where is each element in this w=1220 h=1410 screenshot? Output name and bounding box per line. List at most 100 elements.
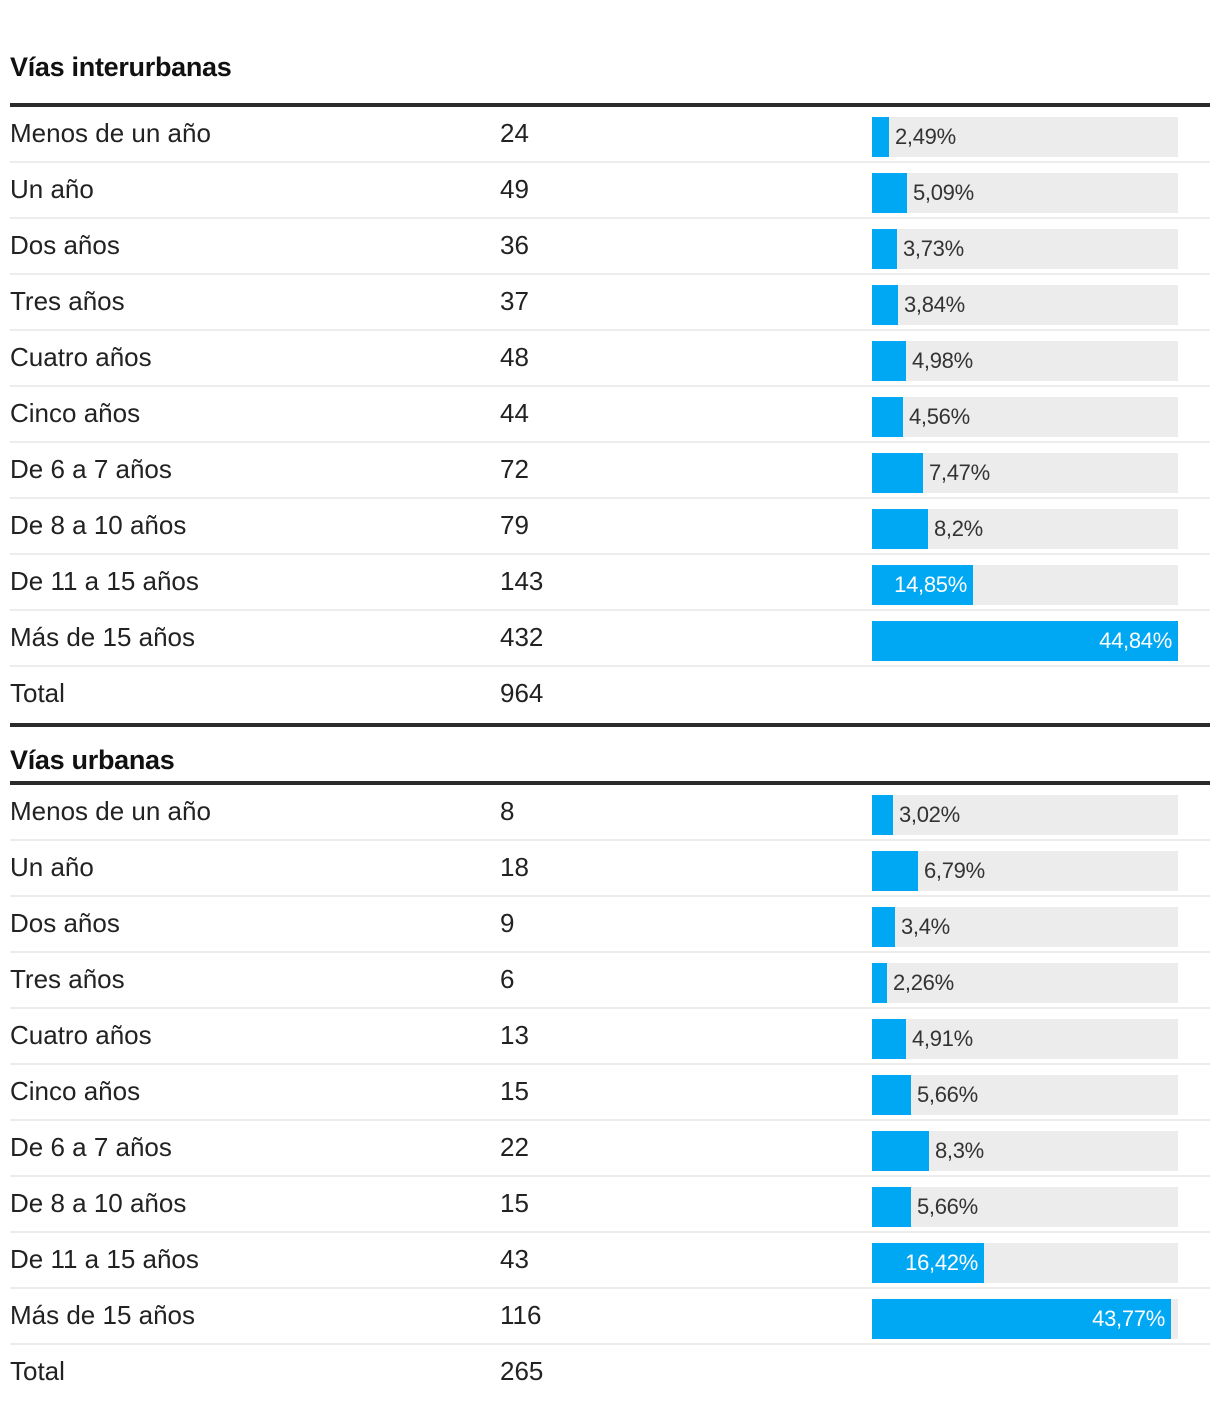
- row-value: 116: [500, 1300, 542, 1330]
- row-label: Menos de un año: [10, 796, 211, 826]
- bar-data-label: 5,66%: [917, 1194, 978, 1219]
- bar-track: 3,73%: [872, 229, 1178, 269]
- bar-track: 4,56%: [872, 397, 1178, 437]
- bar-track: 7,47%: [872, 453, 1178, 493]
- bar-track: 3,02%: [872, 795, 1178, 835]
- table-row: De 11 a 15 años 43 16,42%: [10, 1233, 1210, 1289]
- bar-track: 6,79%: [872, 851, 1178, 891]
- table-row: Más de 15 años 432 44,84%: [10, 611, 1210, 667]
- bar-track: 14,85%: [872, 565, 1178, 605]
- row-value: 44: [500, 398, 529, 428]
- bar-track: 4,98%: [872, 341, 1178, 381]
- row-label: Menos de un año: [10, 118, 211, 148]
- bar: [872, 1299, 1171, 1339]
- bar: [872, 453, 923, 493]
- bar-data-label: 5,66%: [917, 1082, 978, 1107]
- total-value: 265: [500, 1356, 544, 1386]
- row-value: 37: [500, 286, 529, 316]
- bar: [872, 341, 906, 381]
- bar-track: 44,84%: [872, 621, 1178, 661]
- row-value: 43: [500, 1244, 529, 1274]
- row-label: De 8 a 10 años: [10, 510, 187, 540]
- bar: [872, 173, 907, 213]
- bar-data-label: 16,42%: [905, 1250, 978, 1275]
- table-row: De 6 a 7 años 72 7,47%: [10, 443, 1210, 499]
- section-rows-urbanas: Menos de un año 8 3,02% Un año 18 6,79% Dos añ…: [10, 785, 1210, 1401]
- row-value: 8: [500, 796, 515, 826]
- bar-track: 2,26%: [872, 963, 1178, 1003]
- bar-track: 8,3%: [872, 1131, 1178, 1171]
- table-row: De 8 a 10 años 79 8,2%: [10, 499, 1210, 555]
- bar-data-label: 43,77%: [1092, 1306, 1165, 1331]
- bar-track: 4,91%: [872, 1019, 1178, 1059]
- table-row: Tres años 37 3,84%: [10, 275, 1210, 331]
- bar: [872, 851, 918, 891]
- bar-data-label: 5,09%: [913, 180, 974, 205]
- row-value: 24: [500, 118, 529, 148]
- bar-data-label: 3,73%: [903, 236, 964, 261]
- table-row: Más de 15 años 116 43,77%: [10, 1289, 1210, 1345]
- bar-data-label: 4,98%: [912, 348, 973, 373]
- row-label: Tres años: [10, 964, 125, 994]
- row-value: 6: [500, 964, 515, 994]
- row-label: De 6 a 7 años: [10, 1132, 172, 1162]
- row-label: Cuatro años: [10, 342, 152, 372]
- table-row: Cinco años 15 5,66%: [10, 1065, 1210, 1121]
- table-row: Dos años 9 3,4%: [10, 897, 1210, 953]
- table-row: De 11 a 15 años 143 14,85%: [10, 555, 1210, 611]
- row-value: 22: [500, 1132, 529, 1162]
- section-rows-interurbanas: Menos de un año 24 2,49% Un año 49 5,09% Dos a…: [10, 107, 1210, 723]
- row-label: Un año: [10, 174, 94, 204]
- row-value: 432: [500, 622, 544, 652]
- bar: [872, 1075, 911, 1115]
- bar: [872, 565, 973, 605]
- row-label: De 8 a 10 años: [10, 1188, 187, 1218]
- bar: [872, 907, 895, 947]
- row-label: Dos años: [10, 230, 120, 260]
- row-value: 18: [500, 852, 529, 882]
- bar-data-label: 44,84%: [1099, 628, 1172, 653]
- bar: [872, 621, 1178, 661]
- total-label: Total: [10, 678, 65, 708]
- bar: [872, 1243, 984, 1283]
- bar-track: 2,49%: [872, 117, 1178, 157]
- total-row: Total 265: [10, 1345, 1210, 1401]
- bar: [872, 229, 897, 269]
- row-label: Cinco años: [10, 398, 141, 428]
- vehicle-age-table: Vías interurbanas Menos de un año 24 2,49%…: [10, 0, 1210, 1401]
- bar-data-label: 3,84%: [904, 292, 965, 317]
- row-label: De 6 a 7 años: [10, 454, 172, 484]
- table-row: Tres años 6 2,26%: [10, 953, 1210, 1009]
- bar: [872, 117, 889, 157]
- row-value: 36: [500, 230, 529, 260]
- row-label: Cinco años: [10, 1076, 141, 1106]
- bar: [872, 963, 887, 1003]
- section-rule: [10, 723, 1210, 727]
- bar-track: 8,2%: [872, 509, 1178, 549]
- row-value: 13: [500, 1020, 529, 1050]
- total-row: Total 964: [10, 667, 1210, 723]
- bar-data-label: 3,02%: [899, 802, 960, 827]
- bar-data-label: 2,26%: [893, 970, 954, 995]
- bar: [872, 509, 928, 549]
- table-row: Menos de un año 8 3,02%: [10, 785, 1210, 841]
- bar-data-label: 6,79%: [924, 858, 985, 883]
- row-label: Más de 15 años: [10, 622, 196, 652]
- row-label: Dos años: [10, 908, 120, 938]
- table-row: Dos años 36 3,73%: [10, 219, 1210, 275]
- bar-data-label: 14,85%: [894, 572, 967, 597]
- row-value: 49: [500, 174, 529, 204]
- section-title-urbanas: Vías urbanas: [10, 745, 175, 775]
- table-row: De 6 a 7 años 22 8,3%: [10, 1121, 1210, 1177]
- table-row: De 8 a 10 años 15 5,66%: [10, 1177, 1210, 1233]
- bar-data-label: 4,91%: [912, 1026, 973, 1051]
- row-value: 9: [500, 908, 515, 938]
- bar: [872, 795, 893, 835]
- bar-track: 3,4%: [872, 907, 1178, 947]
- total-label: Total: [10, 1356, 65, 1386]
- bar-data-label: 2,49%: [895, 124, 956, 149]
- row-value: 48: [500, 342, 529, 372]
- table-row: Cuatro años 48 4,98%: [10, 331, 1210, 387]
- bar-track: 3,84%: [872, 285, 1178, 325]
- bar: [872, 285, 898, 325]
